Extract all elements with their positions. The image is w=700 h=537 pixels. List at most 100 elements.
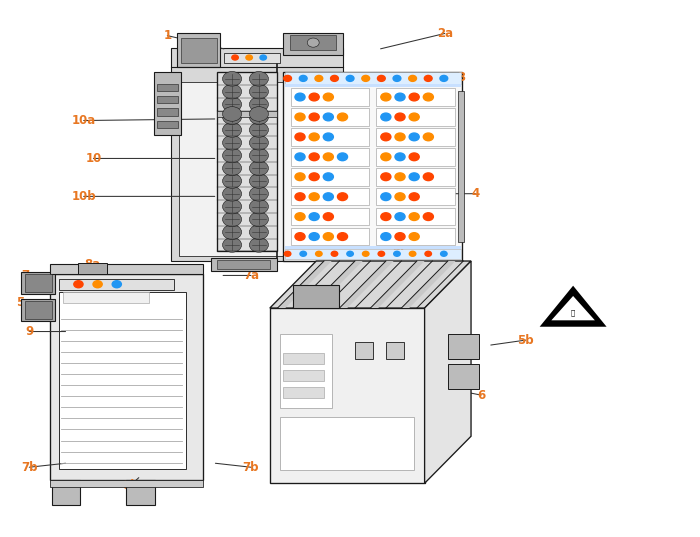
Bar bbox=[60, 292, 186, 469]
Circle shape bbox=[223, 161, 241, 176]
Circle shape bbox=[295, 133, 305, 141]
Bar bbox=[290, 188, 370, 206]
Bar bbox=[157, 96, 178, 104]
Bar bbox=[377, 188, 455, 206]
Circle shape bbox=[295, 93, 305, 101]
Bar bbox=[217, 72, 276, 251]
Circle shape bbox=[223, 186, 241, 201]
Circle shape bbox=[309, 133, 319, 141]
Circle shape bbox=[395, 193, 405, 200]
Circle shape bbox=[440, 251, 447, 256]
Circle shape bbox=[295, 113, 305, 121]
Circle shape bbox=[223, 135, 241, 150]
Circle shape bbox=[409, 173, 419, 180]
Circle shape bbox=[284, 75, 291, 82]
Circle shape bbox=[223, 199, 241, 214]
Circle shape bbox=[309, 153, 319, 161]
Circle shape bbox=[249, 199, 268, 214]
Bar bbox=[285, 84, 461, 87]
Circle shape bbox=[249, 71, 268, 86]
Bar bbox=[211, 258, 276, 271]
Circle shape bbox=[249, 237, 268, 252]
Bar bbox=[290, 148, 370, 165]
Circle shape bbox=[260, 55, 267, 60]
Polygon shape bbox=[270, 261, 471, 308]
Bar bbox=[224, 53, 280, 62]
Circle shape bbox=[395, 113, 405, 121]
Circle shape bbox=[323, 133, 333, 141]
Circle shape bbox=[309, 233, 319, 241]
Bar bbox=[377, 148, 455, 165]
Circle shape bbox=[323, 153, 333, 161]
Bar bbox=[25, 301, 52, 318]
Circle shape bbox=[337, 233, 347, 241]
Circle shape bbox=[249, 186, 268, 201]
Circle shape bbox=[249, 84, 268, 99]
Text: 5a: 5a bbox=[16, 296, 32, 309]
Bar bbox=[25, 274, 52, 292]
Circle shape bbox=[223, 107, 241, 121]
Bar bbox=[217, 111, 276, 117]
Circle shape bbox=[323, 93, 333, 101]
Circle shape bbox=[337, 113, 347, 121]
Circle shape bbox=[424, 93, 433, 101]
Circle shape bbox=[381, 153, 391, 161]
Text: 8a: 8a bbox=[84, 258, 100, 271]
Circle shape bbox=[232, 55, 238, 60]
Circle shape bbox=[381, 233, 391, 241]
Circle shape bbox=[246, 55, 253, 60]
Circle shape bbox=[362, 75, 370, 82]
Bar bbox=[283, 387, 324, 398]
Circle shape bbox=[395, 233, 405, 241]
Circle shape bbox=[249, 107, 268, 121]
Circle shape bbox=[440, 75, 448, 82]
Bar bbox=[448, 333, 479, 359]
Bar bbox=[293, 285, 340, 308]
Bar bbox=[60, 279, 174, 290]
Bar bbox=[290, 88, 370, 106]
Bar bbox=[290, 128, 370, 146]
Text: 5b: 5b bbox=[517, 333, 534, 346]
Bar bbox=[290, 168, 370, 185]
Circle shape bbox=[223, 97, 241, 112]
Bar bbox=[285, 72, 461, 84]
Circle shape bbox=[337, 193, 347, 200]
Circle shape bbox=[223, 212, 241, 227]
Circle shape bbox=[410, 251, 416, 256]
Circle shape bbox=[409, 93, 419, 101]
Circle shape bbox=[424, 133, 433, 141]
Text: ✋: ✋ bbox=[571, 309, 575, 316]
Circle shape bbox=[316, 251, 322, 256]
Polygon shape bbox=[401, 261, 456, 308]
Bar bbox=[157, 121, 178, 128]
Polygon shape bbox=[540, 286, 607, 326]
Bar bbox=[171, 48, 343, 261]
Circle shape bbox=[249, 122, 268, 137]
Bar bbox=[377, 108, 455, 126]
Text: 3: 3 bbox=[458, 71, 466, 84]
Bar bbox=[50, 264, 203, 274]
Text: 2b: 2b bbox=[392, 247, 409, 260]
Text: 7b: 7b bbox=[21, 461, 38, 474]
Circle shape bbox=[112, 281, 121, 288]
Circle shape bbox=[295, 213, 305, 221]
Circle shape bbox=[395, 213, 405, 221]
Bar bbox=[217, 259, 270, 269]
Bar bbox=[177, 33, 220, 68]
Bar bbox=[284, 33, 343, 55]
Bar bbox=[283, 370, 324, 381]
Circle shape bbox=[307, 38, 319, 47]
Bar bbox=[63, 292, 149, 303]
Circle shape bbox=[249, 161, 268, 176]
Text: 10a: 10a bbox=[71, 114, 96, 127]
Circle shape bbox=[381, 113, 391, 121]
Circle shape bbox=[309, 173, 319, 180]
Circle shape bbox=[347, 251, 354, 256]
Circle shape bbox=[409, 133, 419, 141]
Circle shape bbox=[323, 233, 333, 241]
Circle shape bbox=[395, 93, 405, 101]
Bar bbox=[157, 108, 178, 116]
Circle shape bbox=[223, 84, 241, 99]
Circle shape bbox=[284, 251, 290, 256]
Bar bbox=[458, 91, 463, 242]
